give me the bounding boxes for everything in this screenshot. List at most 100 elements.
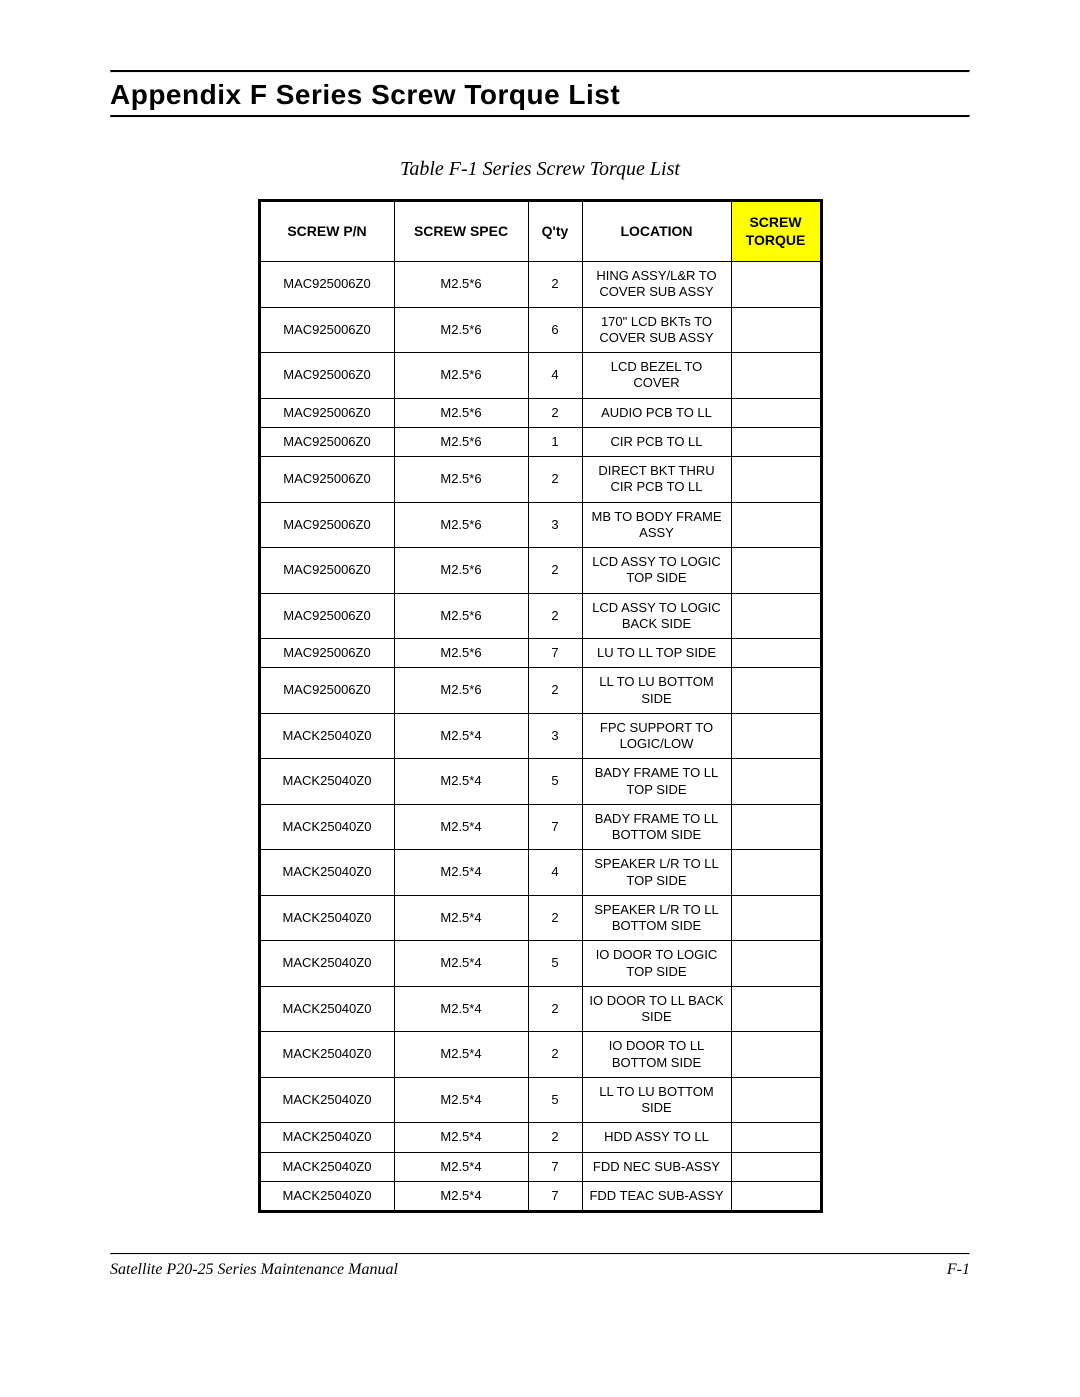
top-rule [110, 70, 970, 73]
cell-pn: MACK25040Z0 [259, 804, 394, 850]
cell-qty: 2 [528, 262, 582, 308]
cell-spec: M2.5*4 [394, 1032, 528, 1078]
cell-torq [731, 895, 821, 941]
cell-qty: 2 [528, 548, 582, 594]
cell-pn: MAC925006Z0 [259, 457, 394, 503]
cell-pn: MACK25040Z0 [259, 1032, 394, 1078]
cell-torq [731, 1032, 821, 1078]
cell-pn: MACK25040Z0 [259, 1181, 394, 1211]
cell-loc: IO DOOR TO LL BOTTOM SIDE [582, 1032, 731, 1078]
cell-pn: MAC925006Z0 [259, 593, 394, 639]
cell-spec: M2.5*6 [394, 639, 528, 668]
cell-qty: 6 [528, 307, 582, 353]
table-row: MACK25040Z0M2.5*42IO DOOR TO LL BACK SID… [259, 986, 821, 1032]
cell-loc: BADY FRAME TO LL TOP SIDE [582, 759, 731, 805]
table-wrapper: SCREW P/N SCREW SPEC Q'ty LOCATION SCREW… [110, 199, 970, 1213]
table-row: MAC925006Z0M2.5*62LCD ASSY TO LOGIC TOP … [259, 548, 821, 594]
cell-qty: 3 [528, 502, 582, 548]
cell-qty: 1 [528, 427, 582, 456]
cell-pn: MACK25040Z0 [259, 895, 394, 941]
cell-qty: 2 [528, 457, 582, 503]
cell-torq [731, 307, 821, 353]
cell-qty: 4 [528, 353, 582, 399]
cell-qty: 2 [528, 895, 582, 941]
table-row: MACK25040Z0M2.5*43FPC SUPPORT TO LOGIC/L… [259, 713, 821, 759]
table-row: MACK25040Z0M2.5*42SPEAKER L/R TO LL BOTT… [259, 895, 821, 941]
table-row: MAC925006Z0M2.5*61CIR PCB TO LL [259, 427, 821, 456]
cell-loc: LL TO LU BOTTOM SIDE [582, 668, 731, 714]
cell-spec: M2.5*6 [394, 307, 528, 353]
cell-torq [731, 398, 821, 427]
cell-qty: 5 [528, 1077, 582, 1123]
heading-underline [110, 115, 970, 118]
cell-spec: M2.5*4 [394, 850, 528, 896]
cell-qty: 2 [528, 668, 582, 714]
cell-torq [731, 353, 821, 399]
table-row: MAC925006Z0M2.5*63MB TO BODY FRAME ASSY [259, 502, 821, 548]
table-row: MAC925006Z0M2.5*62DIRECT BKT THRU CIR PC… [259, 457, 821, 503]
cell-qty: 2 [528, 1032, 582, 1078]
footer-right: F-1 [947, 1261, 970, 1279]
table-row: MACK25040Z0M2.5*47FDD TEAC SUB-ASSY [259, 1181, 821, 1211]
cell-qty: 2 [528, 398, 582, 427]
cell-qty: 3 [528, 713, 582, 759]
cell-loc: BADY FRAME TO LL BOTTOM SIDE [582, 804, 731, 850]
cell-pn: MACK25040Z0 [259, 1077, 394, 1123]
cell-torq [731, 668, 821, 714]
cell-spec: M2.5*4 [394, 713, 528, 759]
table-row: MAC925006Z0M2.5*62HING ASSY/L&R TO COVER… [259, 262, 821, 308]
cell-pn: MACK25040Z0 [259, 850, 394, 896]
cell-spec: M2.5*4 [394, 1181, 528, 1211]
cell-qty: 7 [528, 804, 582, 850]
cell-torq [731, 1152, 821, 1181]
cell-qty: 5 [528, 941, 582, 987]
cell-loc: IO DOOR TO LOGIC TOP SIDE [582, 941, 731, 987]
cell-spec: M2.5*6 [394, 262, 528, 308]
table-body: MAC925006Z0M2.5*62HING ASSY/L&R TO COVER… [259, 262, 821, 1212]
cell-pn: MAC925006Z0 [259, 307, 394, 353]
cell-torq [731, 986, 821, 1032]
cell-qty: 4 [528, 850, 582, 896]
cell-loc: SPEAKER L/R TO LL BOTTOM SIDE [582, 895, 731, 941]
cell-torq [731, 713, 821, 759]
cell-loc: DIRECT BKT THRU CIR PCB TO LL [582, 457, 731, 503]
cell-spec: M2.5*6 [394, 548, 528, 594]
table-row: MACK25040Z0M2.5*45BADY FRAME TO LL TOP S… [259, 759, 821, 805]
cell-pn: MAC925006Z0 [259, 427, 394, 456]
footer-left: Satellite P20-25 Series Maintenance Manu… [110, 1261, 398, 1279]
cell-torq [731, 427, 821, 456]
cell-loc: MB TO BODY FRAME ASSY [582, 502, 731, 548]
cell-torq [731, 1077, 821, 1123]
cell-torq [731, 502, 821, 548]
cell-qty: 2 [528, 593, 582, 639]
page: Appendix F Series Screw Torque List Tabl… [0, 0, 1080, 1329]
table-row: MACK25040Z0M2.5*47BADY FRAME TO LL BOTTO… [259, 804, 821, 850]
cell-pn: MACK25040Z0 [259, 1123, 394, 1152]
cell-loc: SPEAKER L/R TO LL TOP SIDE [582, 850, 731, 896]
cell-pn: MACK25040Z0 [259, 759, 394, 805]
cell-pn: MAC925006Z0 [259, 548, 394, 594]
cell-torq [731, 759, 821, 805]
cell-loc: IO DOOR TO LL BACK SIDE [582, 986, 731, 1032]
table-row: MACK25040Z0M2.5*42HDD ASSY TO LL [259, 1123, 821, 1152]
table-row: MACK25040Z0M2.5*42IO DOOR TO LL BOTTOM S… [259, 1032, 821, 1078]
cell-loc: FDD NEC SUB-ASSY [582, 1152, 731, 1181]
cell-torq [731, 941, 821, 987]
cell-pn: MAC925006Z0 [259, 668, 394, 714]
cell-loc: FPC SUPPORT TO LOGIC/LOW [582, 713, 731, 759]
cell-spec: M2.5*6 [394, 593, 528, 639]
cell-torq [731, 548, 821, 594]
cell-torq [731, 639, 821, 668]
cell-spec: M2.5*6 [394, 353, 528, 399]
table-caption: Table F-1 Series Screw Torque List [110, 158, 970, 181]
col-header-qty: Q'ty [528, 201, 582, 262]
cell-pn: MACK25040Z0 [259, 1152, 394, 1181]
cell-spec: M2.5*4 [394, 986, 528, 1032]
cell-pn: MAC925006Z0 [259, 262, 394, 308]
cell-loc: LCD ASSY TO LOGIC TOP SIDE [582, 548, 731, 594]
cell-torq [731, 262, 821, 308]
cell-pn: MAC925006Z0 [259, 502, 394, 548]
table-row: MACK25040Z0M2.5*45LL TO LU BOTTOM SIDE [259, 1077, 821, 1123]
table-row: MACK25040Z0M2.5*47FDD NEC SUB-ASSY [259, 1152, 821, 1181]
table-header-row: SCREW P/N SCREW SPEC Q'ty LOCATION SCREW… [259, 201, 821, 262]
